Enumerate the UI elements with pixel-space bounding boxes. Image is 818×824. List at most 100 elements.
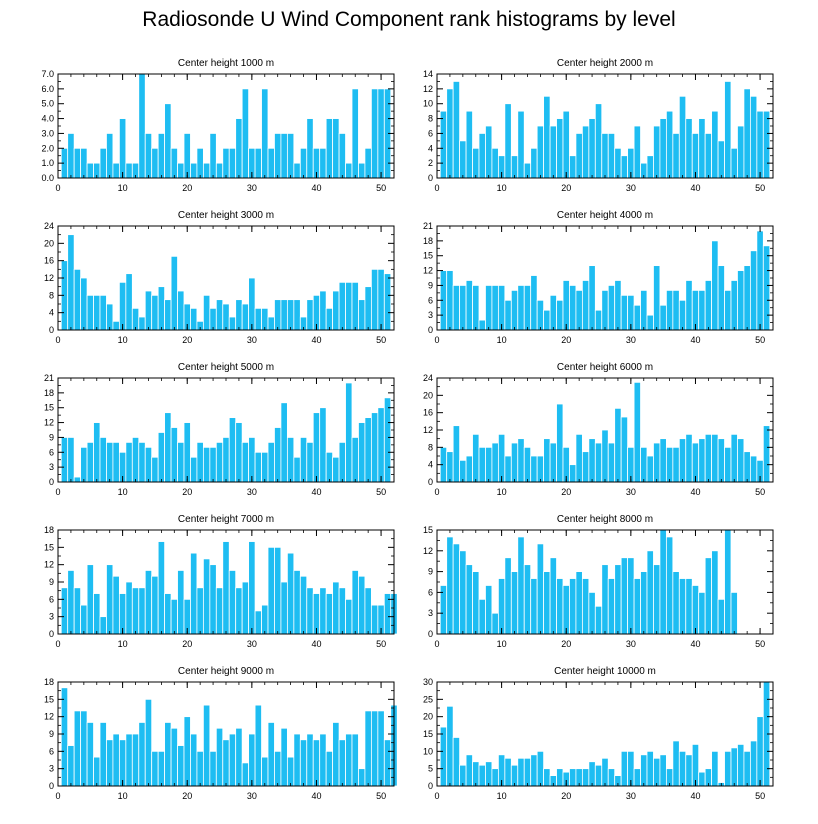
x-tick-label: 50 — [755, 335, 765, 345]
bar — [737, 744, 745, 787]
bar — [614, 407, 622, 483]
bar — [118, 118, 127, 179]
bar — [439, 726, 448, 787]
bar — [614, 280, 622, 331]
x-tick-label: 30 — [247, 335, 257, 345]
bar — [465, 110, 473, 179]
x-tick-label: 10 — [497, 639, 507, 649]
bar — [730, 433, 738, 483]
bar — [196, 750, 204, 787]
bar — [351, 570, 359, 635]
y-tick-label: 8 — [428, 442, 433, 452]
bar — [588, 761, 596, 787]
x-tick-label: 30 — [247, 639, 257, 649]
histogram-panel-10: Center height 10000 m 0 10 20 30 40 50 0 5 10 15 20… — [423, 666, 774, 801]
bar — [465, 280, 473, 331]
y-tick-label: 3 — [49, 462, 54, 472]
bar — [125, 273, 133, 331]
bar — [312, 739, 321, 787]
bar — [67, 133, 75, 179]
bar — [254, 610, 262, 635]
bar — [99, 294, 107, 331]
bar — [691, 744, 700, 787]
x-tick-label: 30 — [247, 183, 257, 193]
bar — [164, 412, 172, 483]
bar — [351, 437, 359, 483]
bar — [106, 441, 114, 483]
bar — [530, 754, 538, 787]
bar — [157, 432, 166, 483]
x-tick-label: 40 — [311, 639, 321, 649]
bar — [241, 88, 250, 179]
bar — [319, 407, 327, 483]
bar — [60, 687, 69, 787]
bar — [633, 125, 641, 179]
bar — [452, 81, 461, 179]
bar — [164, 299, 172, 331]
bar — [724, 529, 732, 635]
bar — [659, 438, 667, 483]
bar — [299, 437, 308, 483]
bar — [280, 727, 288, 787]
bar — [351, 88, 359, 179]
bar — [717, 265, 725, 331]
y-tick-label: 5 — [428, 764, 433, 774]
panel-title: Center height 10000 m — [554, 666, 656, 677]
bar — [594, 764, 603, 787]
x-tick-label: 0 — [434, 487, 439, 497]
bar — [299, 575, 308, 635]
bar — [536, 125, 545, 179]
y-tick-label: 20 — [423, 712, 433, 722]
bar — [151, 750, 159, 787]
bar — [530, 578, 538, 635]
x-tick-label: 10 — [118, 335, 128, 345]
bar — [659, 754, 667, 787]
x-tick-label: 20 — [182, 639, 192, 649]
bar — [228, 570, 237, 635]
bar — [222, 541, 230, 635]
bar — [364, 286, 372, 331]
x-tick-label: 50 — [755, 487, 765, 497]
bar — [504, 557, 512, 635]
bar — [536, 750, 545, 787]
bar — [319, 733, 327, 787]
bar — [633, 381, 641, 483]
bar — [581, 451, 590, 483]
bar — [228, 733, 237, 787]
x-tick-label: 40 — [690, 791, 700, 801]
bar — [67, 437, 75, 483]
x-tick-label: 0 — [55, 639, 60, 649]
x-tick-label: 40 — [311, 487, 321, 497]
y-tick-label: 0 — [428, 477, 433, 487]
bar — [685, 280, 693, 331]
y-tick-label: 15 — [44, 694, 54, 704]
y-tick-label: 8 — [49, 290, 54, 300]
bar — [562, 280, 570, 331]
bar — [530, 455, 538, 483]
bar — [665, 446, 674, 483]
bar — [157, 286, 166, 331]
bar — [358, 768, 366, 787]
bar — [338, 133, 346, 179]
bar — [99, 616, 107, 635]
bar — [536, 455, 545, 483]
bar — [183, 716, 191, 787]
bar — [383, 397, 392, 483]
bar — [267, 722, 275, 787]
bar — [653, 564, 661, 635]
bar — [118, 593, 127, 635]
bar — [254, 307, 262, 331]
bar — [485, 285, 493, 331]
bars-group — [439, 529, 738, 635]
x-tick-label: 40 — [690, 335, 700, 345]
bar — [306, 118, 314, 179]
bar — [691, 133, 700, 179]
histogram-panel-5: Center height 5000 m 0 10 20 30 40 50 0 3 6 9 12 15 1… — [44, 362, 395, 497]
bar — [452, 543, 461, 635]
bar — [190, 733, 198, 787]
bar — [724, 750, 732, 787]
bar — [465, 455, 473, 483]
bar — [202, 446, 211, 483]
bar — [601, 429, 609, 483]
bar — [370, 710, 379, 787]
